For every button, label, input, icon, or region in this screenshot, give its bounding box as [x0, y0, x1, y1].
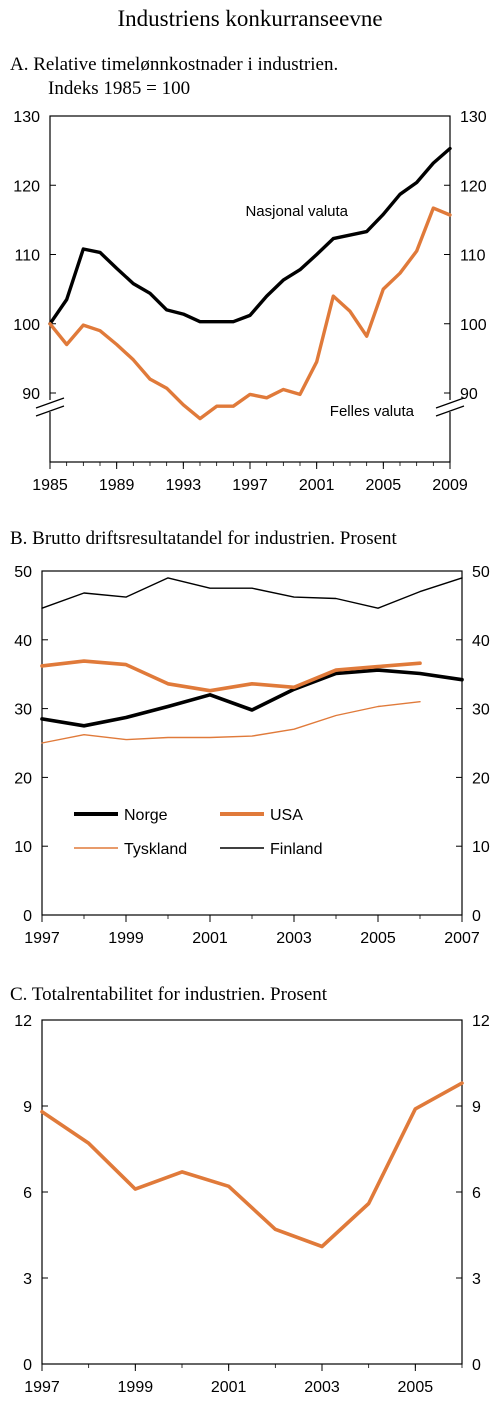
x-tick-label: 2001	[211, 1379, 247, 1396]
y-tick-label-left: 100	[13, 317, 40, 334]
x-tick-label: 1999	[108, 930, 144, 947]
y-tick-label-left: 40	[14, 633, 32, 650]
panel-c-plot-frame	[41, 1019, 463, 1365]
panel-b-marks: 0 0 10 10 20 20 30 30 40 40 50 50 1997 1999 2001 2003 20…	[14, 564, 490, 947]
y-tick-label-right: 40	[472, 633, 490, 650]
axis-break-mark	[35, 397, 65, 409]
y-tick-label-right: 130	[460, 109, 487, 126]
annotation-felles-valuta: Felles valuta	[330, 403, 415, 420]
page-title: Industriens konkurranseevne	[117, 6, 382, 31]
panel-b: B. Brutto driftsresultatandel for indust…	[10, 528, 490, 947]
y-tick-label-left: 9	[23, 1099, 32, 1116]
y-tick-label-left: 3	[23, 1271, 32, 1288]
axis-break-mark	[435, 405, 465, 417]
panel-a-title-line2: Indeks 1985 = 100	[48, 78, 190, 99]
y-tick-label-left: 120	[13, 178, 40, 195]
axis-break-mark	[435, 397, 465, 409]
series-line-tyskland	[41, 701, 421, 744]
x-tick-label: 2001	[299, 477, 335, 494]
series-line-finland	[41, 577, 463, 609]
x-tick-label: 1985	[32, 477, 68, 494]
x-tick-label: 1989	[99, 477, 135, 494]
y-tick-label-right: 0	[472, 908, 481, 925]
panel-c-title: C. Totalrentabilitet for industrien. Pro…	[10, 984, 328, 1005]
y-tick-label-left: 110	[14, 248, 40, 265]
y-tick-label-right: 100	[460, 317, 487, 334]
y-tick-label-left: 10	[14, 839, 32, 856]
panel-c-marks: 0 0 3 3 6 6 9 9 12 12 1997 1999 2001 2003 2005	[14, 1013, 490, 1396]
x-tick-label: 1997	[24, 930, 60, 947]
series-line-usa	[40, 659, 422, 693]
y-tick-label-right: 9	[472, 1099, 481, 1116]
y-tick-label-right: 3	[472, 1271, 481, 1288]
x-tick-label: 2005	[360, 930, 396, 947]
y-tick-label-right: 30	[472, 702, 490, 719]
x-tick-label: 1997	[24, 1379, 60, 1396]
y-tick-label-right: 120	[460, 178, 487, 195]
x-tick-label: 1997	[232, 477, 268, 494]
y-tick-label-left: 6	[23, 1185, 32, 1202]
x-tick-label: 2007	[444, 930, 480, 947]
y-tick-label-right: 20	[472, 770, 490, 787]
axis-break-mark	[35, 405, 65, 417]
x-tick-label: 2005	[398, 1379, 434, 1396]
y-tick-label-left: 12	[14, 1013, 32, 1030]
y-tick-label-left: 30	[14, 702, 32, 719]
annotation-nasjonal-valuta: Nasjonal valuta	[245, 203, 348, 220]
y-tick-label-right: 0	[472, 1357, 481, 1374]
y-tick-label-left: 50	[14, 564, 32, 581]
x-tick-label: 2009	[432, 477, 468, 494]
y-tick-label-right: 6	[472, 1185, 481, 1202]
panel-b-legend: Norge USA Tyskland Finland	[74, 807, 322, 858]
legend-label-finland: Finland	[270, 841, 322, 858]
legend-label-usa: USA	[270, 807, 303, 824]
series-line	[40, 1081, 464, 1249]
y-tick-label-left: 90	[22, 386, 40, 403]
y-tick-label-right: 10	[472, 839, 490, 856]
panel-b-title: B. Brutto driftsresultatandel for indust…	[10, 528, 398, 549]
y-tick-label-left: 20	[14, 770, 32, 787]
y-tick-label-left: 130	[13, 109, 40, 126]
x-tick-label: 1993	[166, 477, 202, 494]
series-line-nasjonal-valuta	[48, 146, 452, 326]
panel-a-marks: 90 90 100 100 110 110 120 120 130 130 1985 1989 1993…	[13, 109, 487, 494]
y-tick-label-right: 110	[460, 248, 486, 265]
y-tick-label-right: 50	[472, 564, 490, 581]
x-tick-label: 1999	[118, 1379, 154, 1396]
series-line-norge	[40, 668, 464, 728]
panel-a: A. Relative timelønnkostnader i industri…	[10, 54, 487, 494]
x-tick-label: 2001	[192, 930, 228, 947]
x-tick-label: 2003	[304, 1379, 340, 1396]
series-line-felles-valuta	[48, 206, 452, 421]
y-tick-label-left: 0	[23, 908, 32, 925]
x-tick-label: 2005	[366, 477, 402, 494]
legend-label-tyskland: Tyskland	[124, 841, 187, 858]
legend-label-norge: Norge	[124, 807, 168, 824]
y-tick-label-left: 0	[23, 1357, 32, 1374]
panel-a-title-line1: A. Relative timelønnkostnader i industri…	[10, 54, 338, 75]
panel-c: C. Totalrentabilitet for industrien. Pro…	[10, 984, 490, 1396]
x-tick-label: 2003	[276, 930, 312, 947]
y-tick-label-right: 12	[472, 1013, 490, 1030]
panel-b-plot-frame	[41, 570, 463, 916]
y-tick-label-right: 90	[460, 386, 478, 403]
